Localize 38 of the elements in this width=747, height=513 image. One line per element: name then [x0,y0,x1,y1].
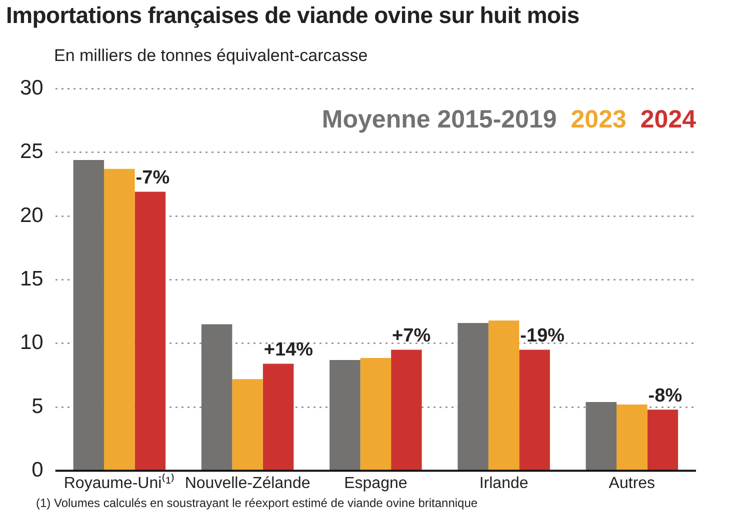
bar [616,404,648,470]
chart-subtitle: En milliers de tonnes équivalent-carcasse [54,46,368,66]
bar [647,410,678,470]
x-tick-label: Nouvelle-Zélande [184,474,310,492]
y-tick-label: 30 [20,76,44,100]
text: 2024 [640,105,696,134]
bar [134,192,166,470]
chart-title: Importations françaises de viande ovine sur huit mois [6,2,580,29]
bar [232,379,263,470]
y-tick-label: 0 [32,458,44,482]
text: 2023 [570,105,626,134]
text: Moyenne 2015-2019 [322,105,557,134]
annotation: -19% [520,326,565,347]
bar [262,364,294,470]
y-tick-label: 20 [20,204,44,227]
bar [458,323,488,470]
bar [488,320,520,470]
text: (1) Volumes calculés en soustrayant le réexport estimé de viande ovine britannique [36,496,478,510]
x-tick-label: Royaume-Uni⁽¹⁾ [64,472,175,492]
annotation: -8% [648,385,682,406]
y-tick-label: 25 [20,140,44,164]
y-tick-label: 15 [20,267,44,290]
x-tick-label: Autres [608,474,656,492]
y-tick-label: 10 [20,331,44,354]
bar [519,350,550,470]
x-tick-label: Espagne [344,474,408,492]
bar [391,350,422,470]
annotation: +7% [392,326,431,347]
bar [104,168,135,470]
bar [201,324,232,470]
bar [73,160,104,470]
bar [586,402,617,470]
bar [360,358,392,470]
x-tick-label: Irlande [479,474,528,492]
annotation: +14% [264,340,314,361]
annotation: -7% [136,168,170,189]
y-tick-label: 5 [32,394,44,418]
bar [330,360,360,470]
